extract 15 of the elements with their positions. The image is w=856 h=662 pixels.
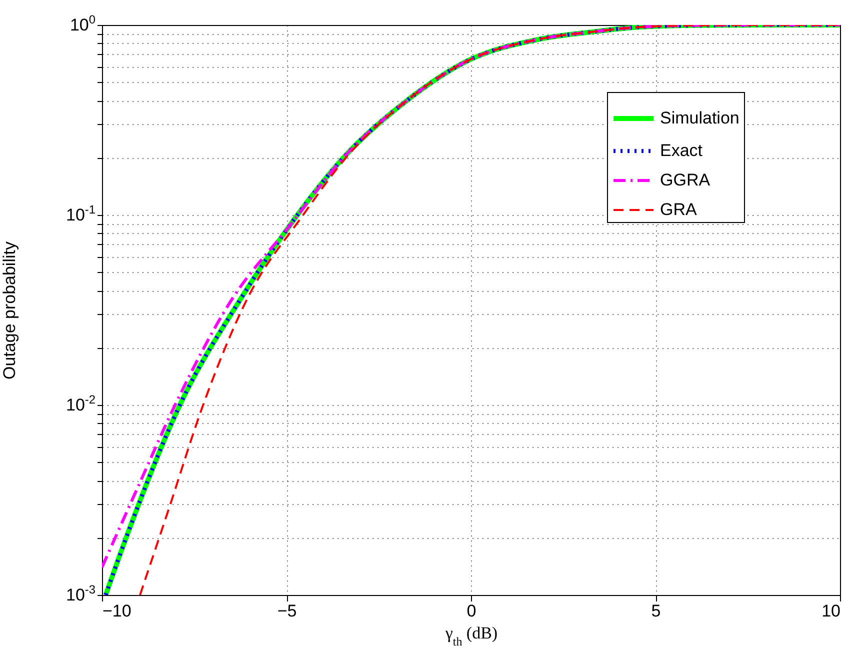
- y-tick-label: 10$^{-1}$: [66, 202, 96, 224]
- legend-label: Exact: [660, 141, 703, 160]
- legend-label: GRA: [660, 200, 698, 219]
- x-tick-label: 10: [822, 602, 840, 620]
- legend-label: GGRA: [660, 170, 711, 190]
- x-tick-label: 0: [466, 602, 476, 620]
- legend-label: Simulation: [660, 108, 740, 128]
- y-tick-label: 10$^{-2}$: [66, 392, 96, 414]
- y-tick-label: 10$^{0}$: [70, 12, 96, 34]
- x-tick-label: −10: [102, 602, 132, 620]
- x-axis-title: γ$_{th}$ (dB): [444, 624, 498, 648]
- y-tick-label: 10$^{-3}$: [66, 582, 96, 604]
- y-axis-title: Outage probability: [0, 241, 20, 380]
- x-tick-label: 5: [651, 602, 661, 620]
- x-tick-label: −5: [277, 602, 297, 620]
